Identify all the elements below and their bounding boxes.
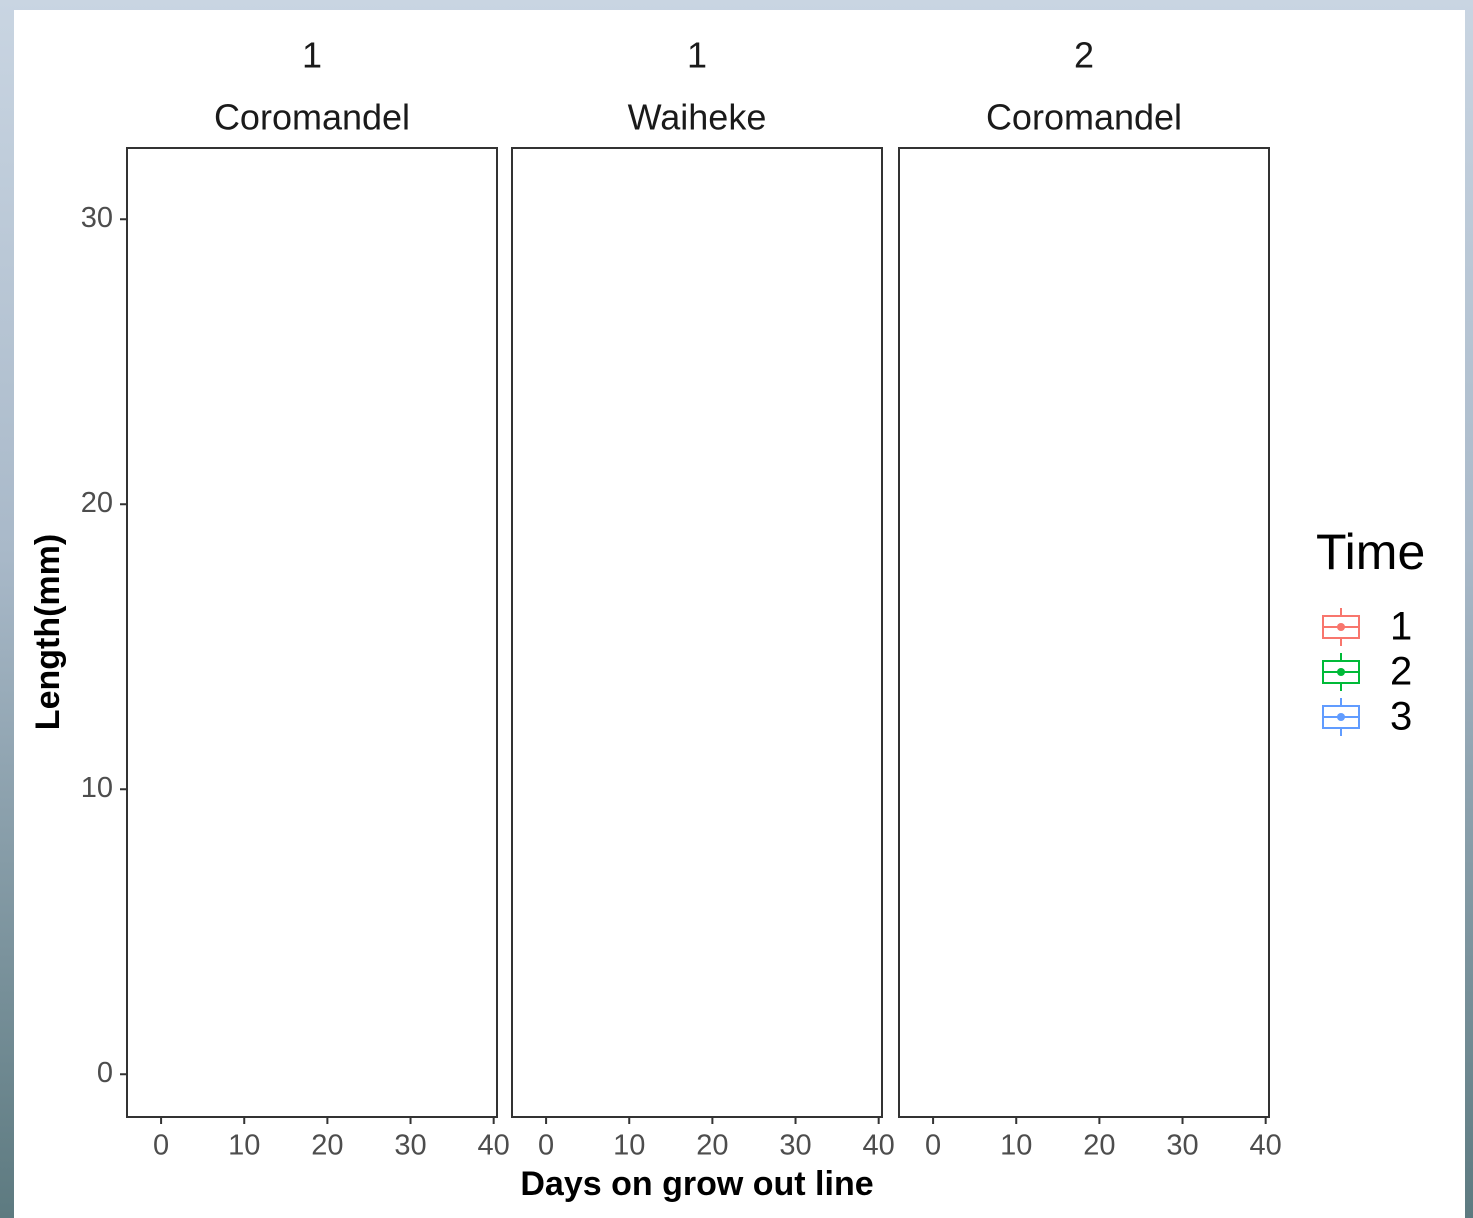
x-axis-title: Days on grow out line [520,1165,873,1203]
x-tick-label: 10 [228,1130,260,1162]
x-tick-label: 0 [925,1130,941,1162]
x-tick-label: 10 [613,1130,645,1162]
x-tick-label: 0 [538,1130,554,1162]
x-tick-label: 30 [1166,1130,1198,1162]
legend-label: 1 [1390,605,1412,649]
legend-title: Time [1316,524,1425,580]
strip-label: Coromandel [214,97,410,138]
x-tick-label: 30 [394,1130,426,1162]
x-tick-label: 40 [1250,1130,1282,1162]
y-axis-title: Length(mm) [29,534,67,730]
legend-label: 2 [1390,650,1412,694]
strip-label: 1 [687,35,707,76]
strip-label: Coromandel [986,97,1182,138]
legend-key-point [1337,668,1345,676]
legend-key-point [1337,713,1345,721]
x-tick-label: 20 [696,1130,728,1162]
x-tick-label: 30 [779,1130,811,1162]
strip-label: Waiheke [628,97,767,138]
legend-key-point [1337,623,1345,631]
y-tick-label: 10 [81,772,113,804]
x-tick-label: 40 [478,1130,510,1162]
x-tick-label: 20 [1083,1130,1115,1162]
y-tick-label: 0 [97,1057,113,1089]
plot-background [14,10,1465,1218]
y-tick-label: 20 [81,487,113,519]
x-tick-label: 0 [153,1130,169,1162]
panel [511,147,883,1118]
x-tick-label: 10 [1000,1130,1032,1162]
x-tick-label: 40 [863,1130,895,1162]
legend-label: 3 [1390,695,1412,739]
y-tick-label: 30 [81,202,113,234]
strip-label: 1 [302,35,322,76]
panel [126,147,498,1118]
strip-label: 2 [1074,35,1094,76]
x-tick-label: 20 [311,1130,343,1162]
panel [898,147,1270,1118]
